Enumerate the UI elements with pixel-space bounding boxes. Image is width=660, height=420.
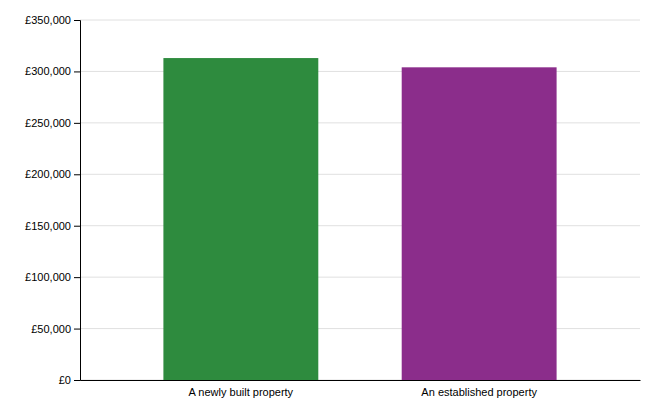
- grid: [80, 20, 640, 380]
- y-tick-mark: [74, 20, 80, 21]
- y-axis: £0 £50,000 £100,000 £150,000 £200,000 £250,00…: [25, 14, 80, 386]
- grid-line: [80, 20, 640, 21]
- y-tick: £100,000: [25, 271, 80, 283]
- x-tick: A newly built property: [189, 386, 294, 398]
- y-tick-mark: [74, 123, 80, 124]
- chart-svg: £0 £50,000 £100,000 £150,000 £200,000 £250,00…: [0, 0, 660, 420]
- y-tick: £150,000: [25, 220, 80, 232]
- y-tick: £50,000: [31, 323, 80, 335]
- bars: [163, 58, 556, 380]
- x-tick: An established property: [421, 386, 537, 398]
- y-tick-label: £0: [59, 374, 71, 386]
- y-tick-label: £250,000: [25, 117, 71, 129]
- y-tick-mark: [74, 329, 80, 330]
- y-tick: £250,000: [25, 117, 80, 129]
- x-tick-label: An established property: [421, 386, 537, 398]
- y-axis-line: [74, 21, 81, 381]
- y-tick: £300,000: [25, 65, 80, 77]
- y-tick: £350,000: [25, 14, 80, 26]
- y-tick-label: £350,000: [25, 14, 71, 26]
- y-tick-label: £100,000: [25, 271, 71, 283]
- y-tick: £0: [59, 374, 80, 386]
- x-tick-label: A newly built property: [189, 386, 294, 398]
- y-tick-mark: [74, 174, 80, 175]
- y-tick-mark: [74, 71, 80, 72]
- y-tick-label: £150,000: [25, 220, 71, 232]
- x-axis: A newly built property An established pro…: [81, 381, 641, 398]
- chart-container: £0 £50,000 £100,000 £150,000 £200,000 £250,00…: [0, 0, 660, 420]
- bar: [402, 67, 557, 380]
- y-tick-label: £300,000: [25, 65, 71, 77]
- y-tick: £200,000: [25, 168, 80, 180]
- plot-area: £0 £50,000 £100,000 £150,000 £200,000 £250,00…: [25, 14, 640, 398]
- y-tick-label: £50,000: [31, 323, 71, 335]
- y-tick-label: £200,000: [25, 168, 71, 180]
- bar: [163, 58, 318, 380]
- y-tick-mark: [74, 380, 80, 381]
- y-tick-mark: [74, 277, 80, 278]
- x-axis-line: [81, 380, 641, 381]
- y-tick-mark: [74, 226, 80, 227]
